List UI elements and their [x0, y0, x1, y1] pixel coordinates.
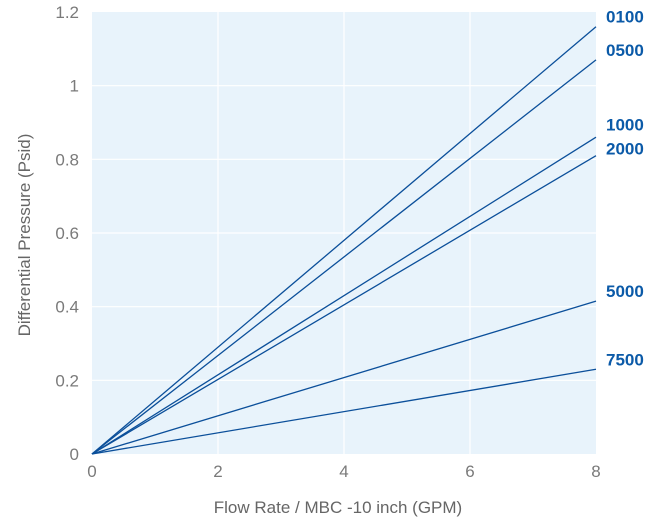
series-label-0500: 0500: [606, 41, 644, 60]
x-axis-ticks: 0 2 4 6 8: [87, 462, 600, 481]
x-tick-label-0: 0: [87, 462, 96, 481]
y-tick-label-1: 0.2: [55, 371, 79, 390]
y-tick-label-5: 1: [70, 77, 79, 96]
series-label-5000: 5000: [606, 282, 644, 301]
series-label-7500: 7500: [606, 350, 644, 369]
x-tick-label-4: 8: [591, 462, 600, 481]
y-axis-ticks: 0 0.2 0.4 0.6 0.8 1 1.2: [55, 3, 79, 464]
series-line-0500: [91, 59, 597, 455]
x-tick-label-2: 4: [339, 462, 348, 481]
series-line-7500: [91, 368, 597, 455]
gridlines: [92, 12, 596, 454]
x-tick-label-1: 2: [213, 462, 222, 481]
x-tick-label-3: 6: [465, 462, 474, 481]
y-tick-label-4: 0.8: [55, 150, 79, 169]
series-line-1000: [91, 136, 597, 455]
series-label-2000: 2000: [606, 139, 644, 158]
series-lines: [91, 26, 597, 455]
series-line-2000: [91, 155, 597, 455]
y-tick-label-2: 0.4: [55, 298, 79, 317]
series-label-1000: 1000: [606, 115, 644, 134]
y-tick-label-6: 1.2: [55, 3, 79, 22]
series-line-0100: [91, 26, 597, 455]
x-axis-title: Flow Rate / MBC -10 inch (GPM): [214, 498, 462, 517]
y-axis-title: Differential Pressure (Psid): [15, 134, 34, 337]
y-tick-label-0: 0: [70, 445, 79, 464]
series-labels: 0100 0500 1000 2000 5000 7500: [606, 8, 644, 370]
series-line-5000: [91, 300, 597, 455]
y-tick-label-3: 0.6: [55, 224, 79, 243]
series-label-0100: 0100: [606, 8, 644, 27]
